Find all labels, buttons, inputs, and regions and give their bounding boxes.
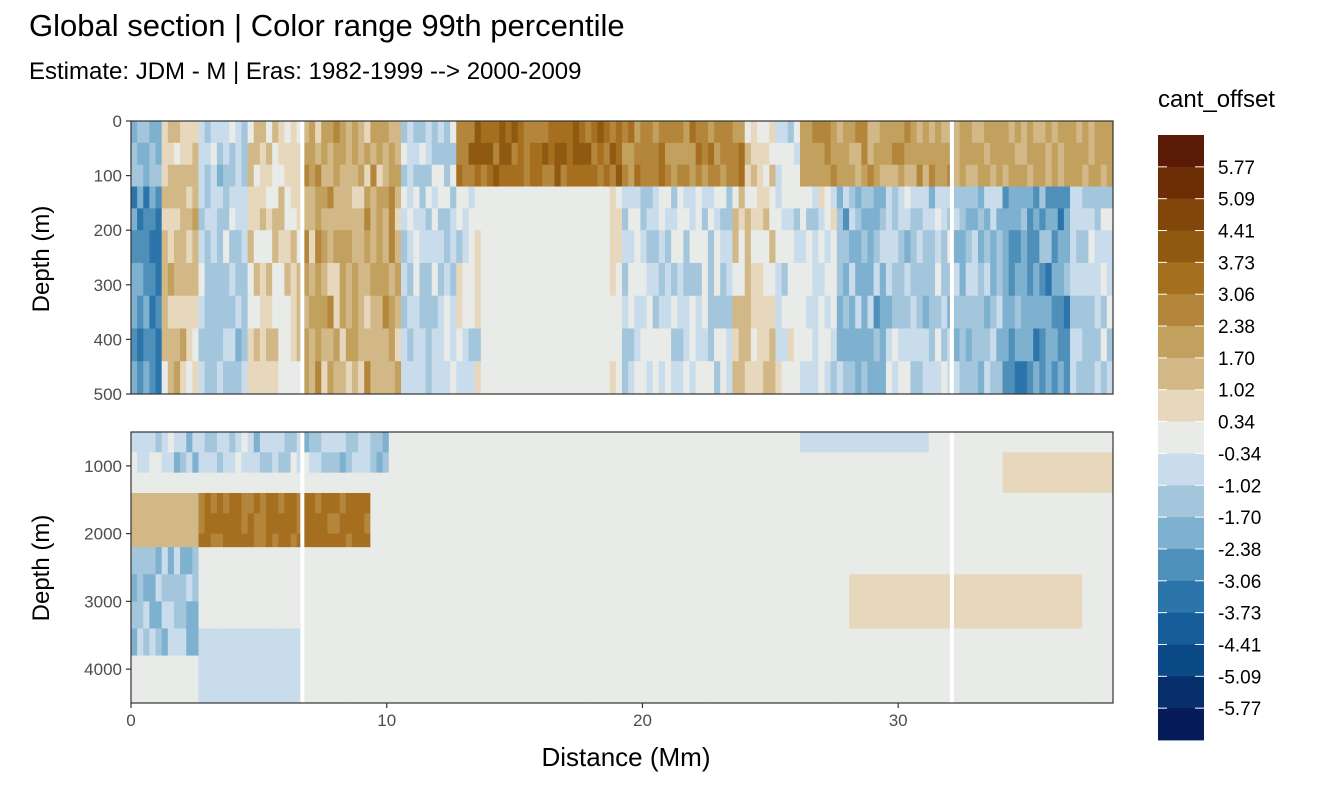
- section-gap-bottom: [300, 432, 305, 703]
- legend-swatch: [1158, 580, 1204, 614]
- legend-swatch: [1158, 135, 1204, 168]
- top-panel: [131, 121, 1113, 394]
- legend-swatch: [1158, 198, 1204, 231]
- legend-label: 3.73: [1218, 253, 1255, 274]
- y-tick-label-bottom: 3000: [84, 592, 122, 611]
- section-gap-bottom: [949, 432, 954, 703]
- x-tick-label: 0: [126, 711, 135, 730]
- legend-swatch: [1158, 166, 1204, 200]
- legend: 5.77 5.09 4.41 3.73 3.06 2.38 1.70 1.02 0.34 -0.3…: [1158, 135, 1262, 741]
- legend-label: -5.77: [1218, 699, 1261, 720]
- x-tick-label: 10: [377, 711, 396, 730]
- y-tick-label-top: 300: [94, 276, 122, 295]
- y-tick-label-top: 400: [94, 330, 122, 349]
- x-axis-label: Distance (Mm): [541, 742, 711, 772]
- legend-label: -1.02: [1218, 476, 1261, 497]
- legend-swatch: [1158, 357, 1204, 391]
- legend-swatch: [1158, 612, 1204, 645]
- legend-label: -5.09: [1218, 667, 1261, 688]
- y-tick-label-top: 0: [113, 112, 122, 131]
- legend-swatch: [1158, 389, 1204, 422]
- section-gap-top: [949, 121, 954, 394]
- legend-label: 0.34: [1218, 413, 1255, 434]
- legend-swatch: [1158, 644, 1204, 677]
- y-tick-label-top: 500: [94, 385, 122, 404]
- section-gap-top: [300, 121, 305, 394]
- legend-label: 5.09: [1218, 190, 1255, 211]
- x-tick-label: 30: [889, 711, 908, 730]
- y-tick-label-bottom: 1000: [84, 457, 122, 476]
- x-tick-label: 20: [633, 711, 652, 730]
- y-tick-label-top: 100: [94, 167, 122, 186]
- legend-swatch: [1158, 708, 1204, 741]
- legend-swatch: [1158, 230, 1204, 263]
- legend-swatch: [1158, 421, 1204, 454]
- legend-swatch: [1158, 676, 1204, 709]
- legend-label: 1.70: [1218, 349, 1255, 370]
- legend-swatch: [1158, 262, 1204, 295]
- legend-swatch: [1158, 294, 1204, 327]
- chart-subtitle: Estimate: JDM - M | Eras: 1982-1999 --> …: [29, 58, 582, 85]
- bottom-panel: [131, 432, 1113, 703]
- legend-label: 2.38: [1218, 317, 1255, 338]
- y-axis-label-top: Depth (m): [28, 205, 55, 313]
- legend-label: -0.34: [1218, 444, 1262, 465]
- legend-swatch: [1158, 326, 1204, 359]
- legend-label: -2.38: [1218, 540, 1261, 561]
- bottom-panel-border: [130, 431, 1114, 704]
- legend-swatch: [1158, 485, 1204, 518]
- legend-label: -1.70: [1218, 508, 1261, 529]
- legend-label: -4.41: [1218, 635, 1261, 656]
- legend-swatch: [1158, 548, 1204, 582]
- legend-label: 1.02: [1218, 381, 1255, 402]
- legend-label: -3.06: [1218, 572, 1261, 593]
- top-panel-border: [130, 120, 1114, 395]
- y-tick-label-bottom: 2000: [84, 525, 122, 544]
- legend-swatch: [1158, 517, 1204, 550]
- y-axis-label-bottom: Depth (m): [28, 514, 55, 622]
- legend-swatch: [1158, 453, 1204, 486]
- chart-title: Global section | Color range 99th percen…: [29, 8, 625, 43]
- y-tick-label-top: 200: [94, 221, 122, 240]
- y-tick-label-bottom: 4000: [84, 660, 122, 679]
- legend-label: -3.73: [1218, 604, 1261, 625]
- legend-title: cant_offset: [1158, 86, 1275, 113]
- legend-label: 5.77: [1218, 158, 1255, 179]
- legend-label: 4.41: [1218, 222, 1255, 243]
- legend-label: 3.06: [1218, 285, 1255, 306]
